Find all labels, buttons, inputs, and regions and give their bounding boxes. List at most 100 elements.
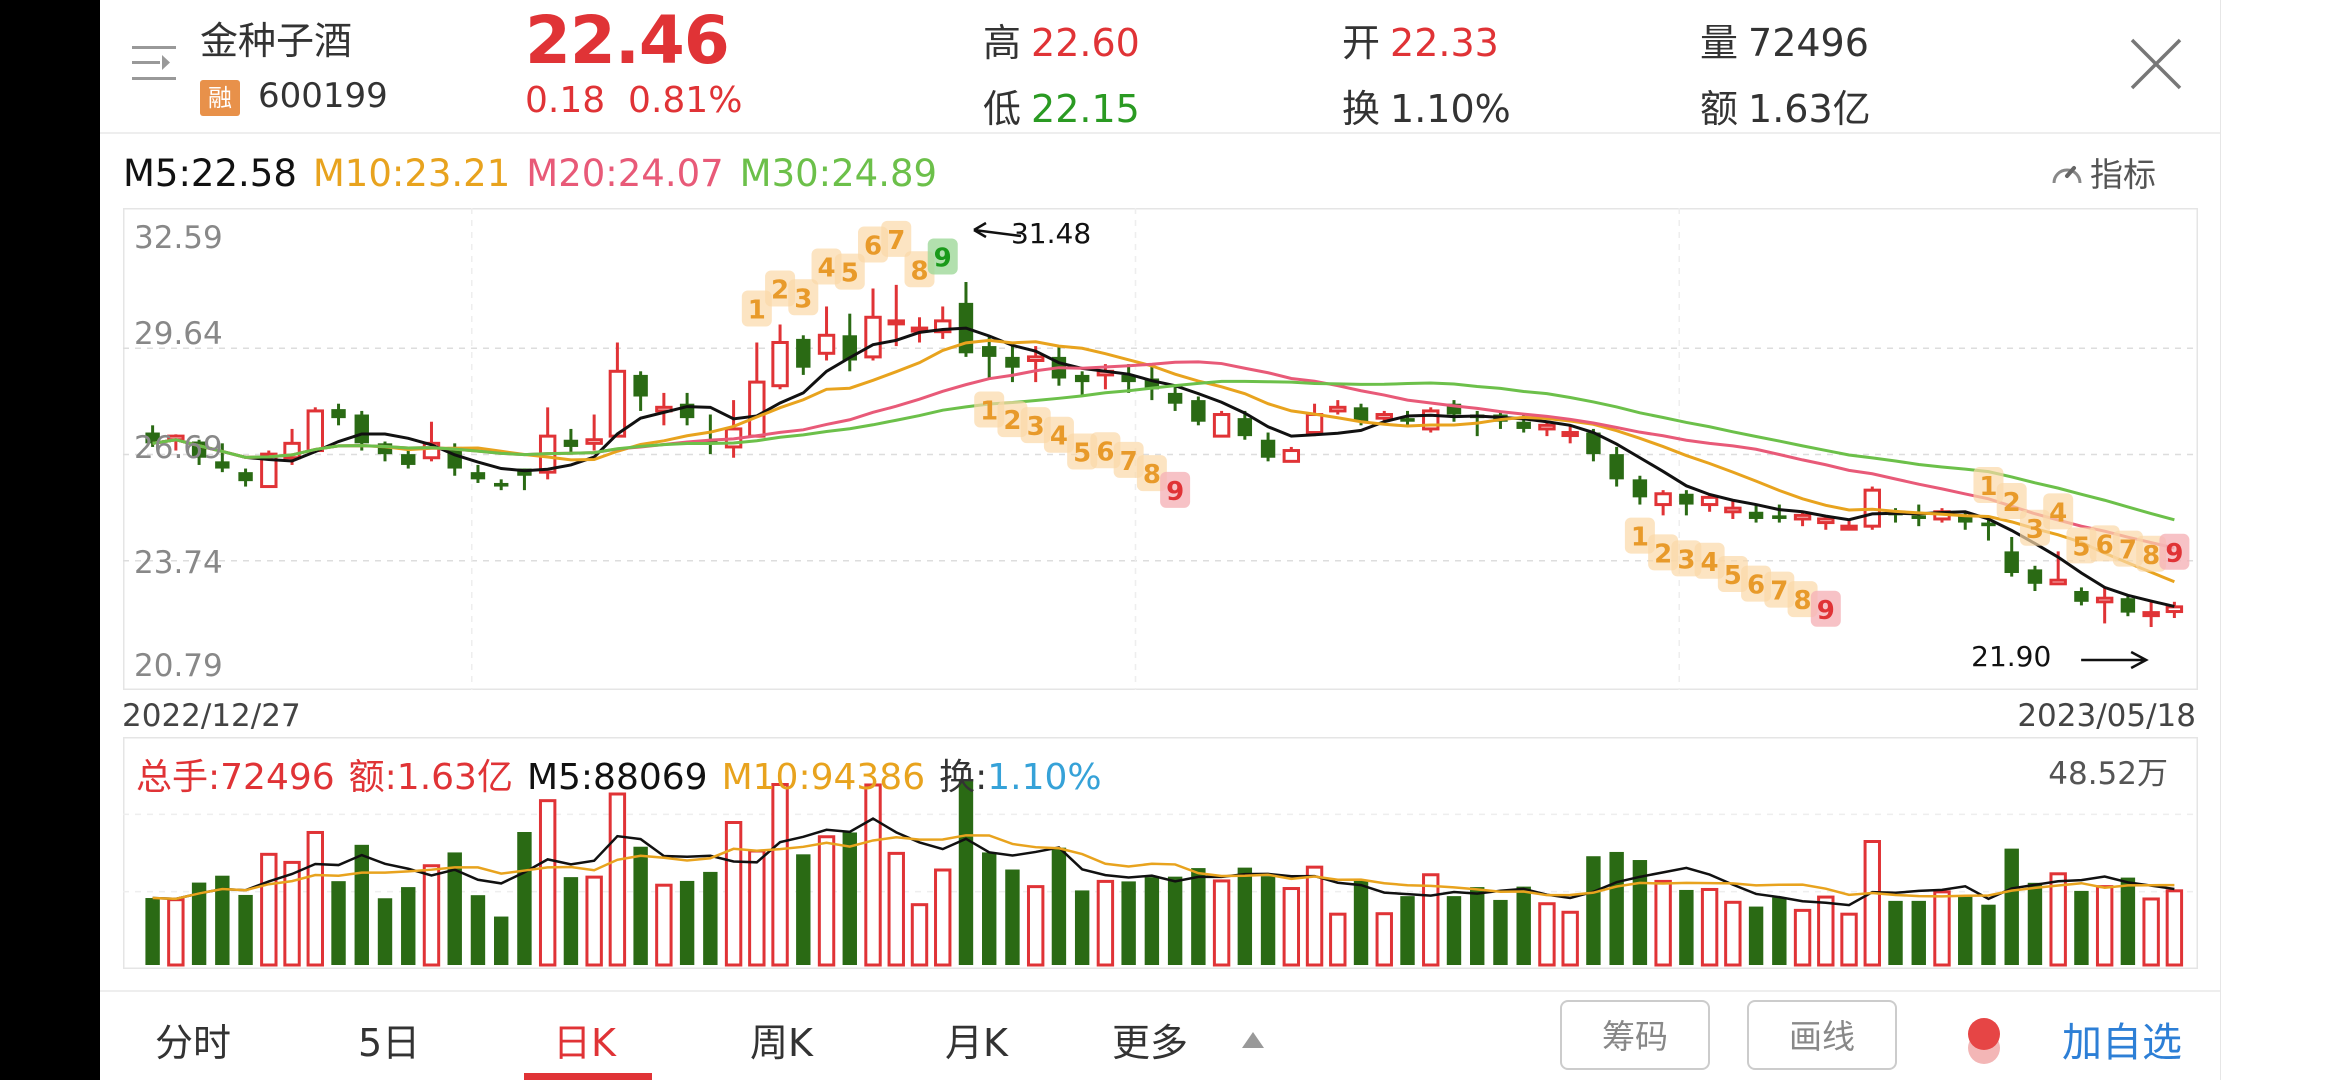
low-stat: 低 22.15: [983, 78, 1140, 133]
svg-text:9: 9: [2165, 539, 2183, 569]
svg-text:2: 2: [1654, 539, 1672, 569]
y-label-1: 32.59: [134, 220, 223, 256]
current-price: 22.46: [525, 2, 730, 79]
gauge-icon: [2052, 166, 2082, 184]
open-value: 22.33: [1390, 21, 1499, 65]
svg-text:5: 5: [841, 259, 859, 289]
volume-chart[interactable]: [123, 737, 2198, 969]
volume-amount: 额:1.63亿: [348, 757, 513, 798]
svg-text:6: 6: [1747, 571, 1765, 601]
volume-max-label: 48.52万: [2048, 756, 2168, 792]
ma30-label: M30:24.89: [739, 152, 938, 195]
turnover-stat: 换 1.10%: [1342, 78, 1511, 133]
volume-label: 量: [1700, 21, 1739, 65]
y-label-5: 20.79: [134, 648, 223, 684]
svg-text:6: 6: [864, 231, 882, 261]
svg-text:2: 2: [771, 275, 789, 305]
change-amount: 0.18: [525, 80, 606, 121]
ma5-label: M5:22.58: [123, 152, 297, 195]
y-label-2: 29.64: [134, 316, 223, 352]
svg-text:6: 6: [2096, 530, 2114, 560]
svg-text:8: 8: [1143, 460, 1161, 490]
low-value: 22.15: [1031, 87, 1140, 131]
total-volume: 总手:72496: [136, 757, 335, 798]
volume-turnover-label: 换:: [939, 757, 988, 798]
tab-intraday[interactable]: 分时: [155, 1021, 232, 1065]
price-change: 0.18 0.81%: [525, 80, 742, 121]
active-tab-indicator: [524, 1073, 652, 1080]
svg-text:1: 1: [1631, 523, 1649, 553]
svg-text:2: 2: [2003, 488, 2021, 518]
svg-text:21.90: 21.90: [1971, 640, 2051, 673]
volume-bars: [145, 781, 2184, 967]
add-watchlist-button[interactable]: 加自选: [2062, 1020, 2182, 1066]
svg-text:5: 5: [2072, 532, 2090, 562]
indicator-button[interactable]: 指标: [2050, 148, 2156, 196]
svg-text:8: 8: [1794, 586, 1812, 616]
tab-daily-k[interactable]: 日K: [553, 1021, 616, 1065]
open-label: 开: [1342, 21, 1381, 65]
date-end: 2023/05/18: [2017, 698, 2196, 734]
tab-monthly-k[interactable]: 月K: [945, 1021, 1008, 1065]
header-divider: [100, 132, 2220, 134]
svg-text:4: 4: [1701, 548, 1719, 578]
ma20-label: M20:24.07: [526, 152, 724, 195]
svg-text:5: 5: [1073, 439, 1091, 469]
tab-more[interactable]: 更多: [1112, 1021, 1189, 1065]
turnover-value: 1.10%: [1390, 87, 1511, 131]
amount-label: 额: [1700, 87, 1739, 131]
close-icon[interactable]: [2128, 36, 2184, 92]
tab-5day[interactable]: 5日: [358, 1021, 421, 1065]
stock-code: 600199: [258, 76, 388, 116]
y-label-3: 26.69: [134, 430, 223, 466]
volume-legend: 总手:72496 额:1.63亿 M5:88069 M10:94386 换:1.10%: [136, 748, 1116, 800]
ma-lines: [152, 326, 2175, 608]
candles: [145, 281, 2184, 628]
svg-text:4: 4: [1050, 422, 1068, 452]
svg-text:9: 9: [1166, 477, 1184, 507]
svg-text:1: 1: [980, 397, 998, 427]
svg-text:7: 7: [2119, 536, 2137, 566]
open-stat: 开 22.33: [1342, 12, 1499, 67]
high-value: 22.60: [1031, 21, 1140, 65]
svg-text:7: 7: [1770, 577, 1788, 607]
svg-text:8: 8: [2142, 541, 2160, 571]
draw-line-button[interactable]: 画线: [1747, 1000, 1897, 1070]
margin-badge: 融: [200, 80, 240, 116]
svg-text:8: 8: [910, 256, 928, 286]
svg-text:1: 1: [1979, 472, 1997, 502]
volume-ma10: M10:94386: [721, 757, 926, 798]
volume-value: 72496: [1748, 21, 1869, 65]
high-stat: 高 22.60: [983, 12, 1140, 67]
change-percent: 0.81%: [628, 80, 743, 121]
svg-text:4: 4: [817, 253, 835, 283]
tab-weekly-k[interactable]: 周K: [750, 1021, 813, 1065]
y-label-4: 23.74: [134, 545, 223, 581]
ma-legend: M5:22.58 M10:23.21 M20:24.07 M30:24.89: [123, 152, 953, 195]
amount-value: 1.63亿: [1748, 87, 1871, 131]
volume-ma-lines: [152, 817, 2175, 907]
svg-text:9: 9: [1817, 596, 1835, 626]
svg-text:7: 7: [1120, 447, 1138, 477]
turnover-label: 换: [1342, 87, 1381, 131]
svg-text:31.48: 31.48: [1011, 217, 1091, 250]
caret-up-icon[interactable]: [1240, 1030, 1266, 1050]
svg-text:9: 9: [934, 243, 952, 273]
svg-text:7: 7: [887, 226, 905, 256]
svg-text:3: 3: [1677, 545, 1695, 575]
volume-ma5: M5:88069: [526, 757, 708, 798]
stock-name: 金种子酒: [200, 19, 353, 63]
svg-text:3: 3: [794, 284, 812, 314]
volume-turnover: 1.10%: [987, 757, 1102, 798]
svg-text:5: 5: [1724, 561, 1742, 591]
svg-text:3: 3: [1027, 412, 1045, 442]
sidebar-toggle-icon[interactable]: [130, 40, 178, 86]
chips-button[interactable]: 筹码: [1560, 1000, 1710, 1070]
svg-text:6: 6: [1096, 437, 1114, 467]
record-dot-icon: [1968, 1018, 2000, 1064]
footer-divider: [100, 990, 2220, 992]
volume-grid: [123, 813, 2198, 893]
high-label: 高: [983, 21, 1022, 65]
